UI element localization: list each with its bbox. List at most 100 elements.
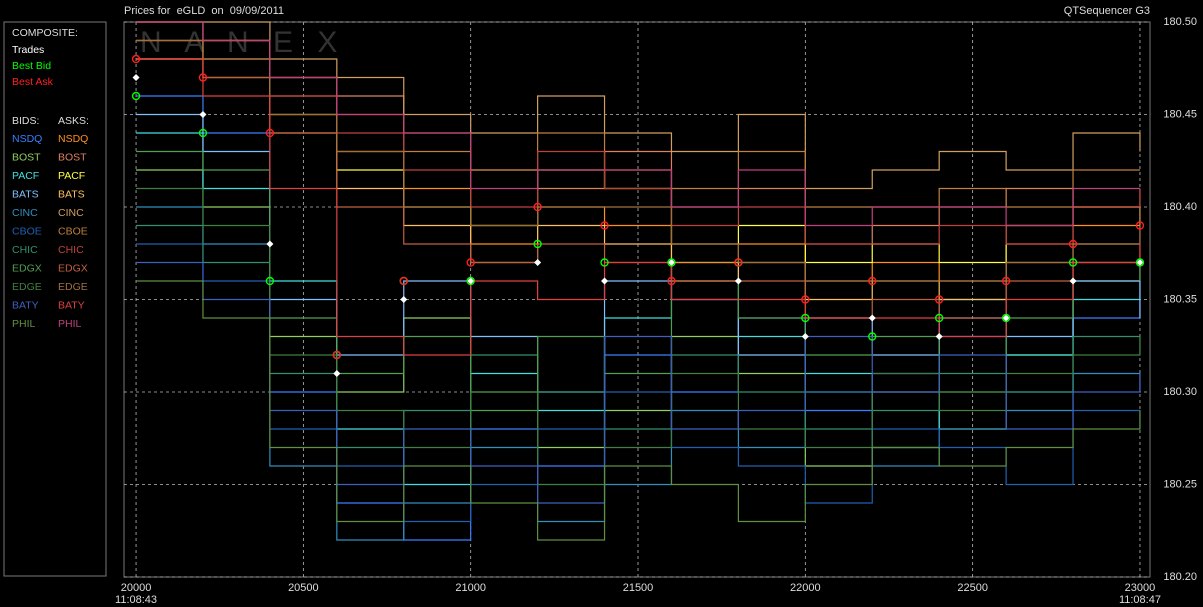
x-tick-label: 20500: [288, 582, 319, 594]
quote-marker: [1001, 276, 1011, 286]
legend-heading: BIDS:: [12, 115, 39, 127]
quote-marker: [1068, 258, 1078, 267]
legend-entry: PACF: [58, 170, 85, 182]
x-tick-label: 23000: [1125, 582, 1156, 594]
legend-heading: COMPOSITE:: [12, 27, 78, 39]
x-tick-label: 21000: [455, 582, 486, 594]
quote-marker: [332, 350, 342, 360]
trade-marker: [1136, 259, 1144, 266]
quote-marker: [1068, 239, 1078, 249]
chart-subtitle: QTSequencer G3: [1064, 5, 1150, 17]
legend-entry: EDGE: [12, 281, 42, 293]
legend-entry: CBOE: [12, 225, 42, 237]
quote-marker: [868, 276, 877, 286]
quote-marker: [600, 221, 609, 230]
quote-marker: [466, 276, 475, 286]
quote-marker: [399, 276, 408, 286]
legend-entry: BOST: [58, 151, 87, 163]
y-tick-label: 180.30: [1163, 386, 1197, 398]
price-line: [136, 21, 1140, 227]
trade-marker: [266, 240, 274, 248]
quote-marker: [1135, 221, 1145, 230]
price-line: [136, 21, 1141, 190]
quote-marker: [667, 276, 676, 286]
price-line: [136, 39, 1141, 282]
price-line: [136, 39, 1141, 245]
legend-entry: CINC: [12, 207, 38, 219]
quote-marker: [466, 258, 475, 267]
quote-marker: [667, 258, 676, 267]
trade-marker: [935, 333, 943, 340]
legend-entry: PACF: [12, 170, 39, 182]
quote-marker: [533, 202, 542, 212]
trade-marker: [534, 259, 542, 266]
trade-marker: [868, 314, 876, 322]
legend-entry: BOST: [12, 151, 41, 163]
price-line: [136, 261, 1141, 504]
legend-entry: Best Bid: [12, 60, 51, 72]
legend: COMPOSITE: BIDS: ASKS: NSDQ BOST PACF BATS C…: [12, 27, 89, 330]
trade-marker: [1069, 277, 1077, 285]
legend-entry: Trades: [12, 44, 44, 56]
legend-entry: EDGX: [12, 262, 42, 274]
quote-marker: [600, 258, 609, 267]
y-tick-label: 180.35: [1163, 293, 1197, 305]
x-tick-label: 20000: [121, 582, 152, 594]
legend-entry: CHIC: [12, 244, 38, 256]
chart-title: Prices for eGLD on 09/09/2011: [124, 5, 284, 17]
quote-marker: [265, 276, 275, 286]
y-tick-label: 180.45: [1163, 108, 1197, 120]
legend-entry: EDGE: [58, 281, 88, 293]
legend-entry: BATS: [12, 188, 39, 200]
quote-marker: [934, 295, 944, 304]
y-tick-label: 180.40: [1163, 201, 1197, 213]
trade-marker: [1002, 314, 1010, 322]
y-tick-label: 180.25: [1163, 478, 1197, 490]
quote-marker: [1001, 313, 1011, 323]
x-time-label: 11:08:47: [1119, 594, 1161, 606]
trade-marker: [467, 277, 475, 285]
price-line: [136, 280, 1141, 541]
y-tick-label: 180.20: [1163, 571, 1197, 583]
trade-marker: [667, 259, 675, 266]
y-tick-label: 180.50: [1163, 16, 1197, 28]
trade-marker: [333, 370, 341, 377]
legend-entry: PHIL: [12, 318, 36, 330]
trade-marker: [601, 277, 609, 285]
quote-marker: [265, 128, 275, 138]
trade-marker: [801, 333, 809, 340]
legend-panel: [3, 21, 107, 577]
legend-heading: ASKS:: [58, 115, 89, 127]
watermark: N A N E X: [140, 26, 345, 59]
quote-marker: [533, 239, 542, 249]
legend-entry: CBOE: [58, 225, 88, 237]
quote-marker: [198, 73, 208, 82]
plot-series: [131, 21, 1145, 541]
price-line: [136, 58, 1141, 356]
quote-marker: [934, 313, 944, 323]
trade-marker: [400, 296, 408, 303]
legend-entry: NSDQ: [12, 133, 42, 145]
trade-marker: [199, 111, 207, 118]
quote-marker: [868, 332, 877, 341]
quote-marker: [734, 258, 743, 267]
quote-marker: [1135, 258, 1145, 267]
legend-entry: BATY: [58, 299, 85, 311]
legend-entry: Best Ask: [12, 76, 54, 88]
legend-entry: NSDQ: [58, 133, 88, 145]
legend-entry: EDGX: [58, 262, 88, 274]
trade-marker: [734, 277, 742, 285]
quote-marker: [801, 295, 810, 304]
quote-marker: [131, 91, 141, 101]
quote-marker: [801, 313, 810, 323]
x-time-label: 11:08:43: [115, 594, 157, 606]
x-tick-label: 22500: [957, 582, 988, 594]
legend-entry: BATY: [12, 299, 39, 311]
legend-entry: CINC: [58, 207, 84, 219]
x-tick-label: 21500: [623, 582, 654, 594]
x-tick-label: 22000: [790, 582, 821, 594]
legend-entry: BATS: [58, 188, 85, 200]
legend-entry: PHIL: [58, 318, 82, 330]
